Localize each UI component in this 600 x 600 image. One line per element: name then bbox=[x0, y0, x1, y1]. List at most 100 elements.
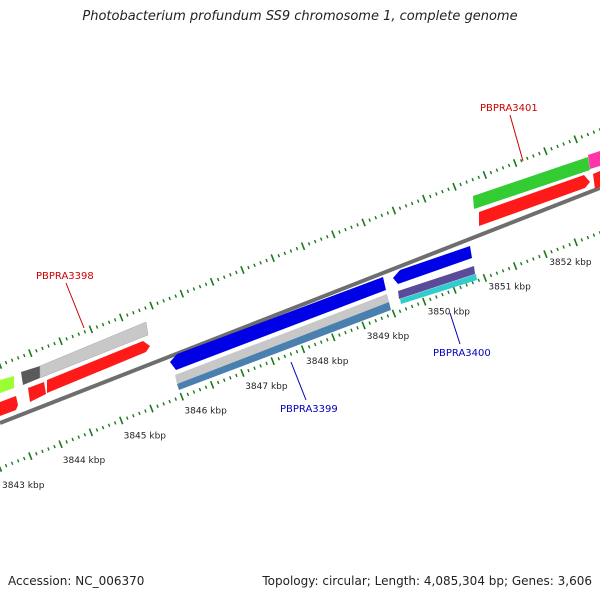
scale-tick bbox=[380, 316, 384, 321]
scale-tick bbox=[10, 461, 14, 465]
scale-tick bbox=[543, 147, 548, 156]
scale-tick bbox=[229, 375, 232, 380]
scale-tick bbox=[331, 333, 336, 342]
gene-feature-red[interactable] bbox=[28, 382, 46, 402]
scale-tick bbox=[441, 292, 444, 297]
gene-feature-red[interactable] bbox=[0, 396, 18, 416]
scale-tick bbox=[550, 147, 553, 151]
scale-tick bbox=[550, 250, 553, 254]
scale-tick bbox=[477, 278, 481, 283]
scale-tick bbox=[404, 307, 408, 311]
scale-tick bbox=[374, 215, 377, 220]
scale-tick bbox=[452, 182, 457, 191]
scale-tick bbox=[562, 245, 565, 249]
forward-features bbox=[0, 151, 600, 416]
scale-tick bbox=[23, 353, 26, 358]
scale-tick bbox=[501, 269, 505, 273]
scale-label: 3850 kbp bbox=[428, 307, 471, 317]
scale-tick bbox=[543, 250, 548, 259]
scale-tick bbox=[216, 277, 220, 282]
scale-tick bbox=[313, 239, 317, 244]
scale-tick bbox=[319, 340, 323, 344]
reverse-features bbox=[170, 246, 477, 390]
scale-tick bbox=[126, 416, 129, 420]
gene-feature-steel[interactable] bbox=[177, 302, 391, 390]
scale-tick bbox=[465, 180, 468, 184]
scale-tick bbox=[204, 282, 208, 286]
scale-tick bbox=[507, 266, 511, 271]
scale-tick bbox=[149, 301, 154, 310]
scale-tick bbox=[4, 463, 8, 468]
gene-callouts bbox=[65, 114, 524, 401]
scale-tick bbox=[300, 242, 306, 251]
scale-tick bbox=[289, 352, 293, 356]
scale-tick bbox=[28, 452, 33, 461]
scale-tick bbox=[235, 270, 238, 275]
gene-feature-blue-pbpra3400[interactable] bbox=[393, 246, 472, 284]
scale-labels: 3843 kbp 3844 kbp 3845 kbp 3846 kbp 3847 kbp… bbox=[2, 258, 592, 491]
callout-line-pbpra3398 bbox=[65, 282, 85, 329]
scale-tick bbox=[495, 168, 499, 172]
scale-tick bbox=[253, 366, 256, 370]
scale-tick bbox=[229, 272, 232, 277]
gene-feature-green-pbpra3401[interactable] bbox=[473, 157, 590, 209]
gene-label-pbpra3400[interactable]: PBPRA3400 bbox=[433, 348, 491, 359]
scale-tick bbox=[410, 201, 414, 206]
gene-feature-blue-pbpra3399[interactable] bbox=[170, 277, 386, 370]
scale-tick bbox=[459, 285, 462, 290]
scale-tick bbox=[277, 253, 281, 258]
scale-tick bbox=[338, 230, 341, 234]
scale-tick bbox=[489, 273, 493, 278]
scale-tick bbox=[119, 313, 124, 322]
gene-feature-red[interactable] bbox=[47, 341, 150, 393]
scale-tick bbox=[556, 247, 559, 252]
scale-tick bbox=[326, 234, 329, 239]
scale-tick bbox=[83, 432, 87, 437]
scale-tick bbox=[391, 206, 397, 215]
scale-tick bbox=[253, 263, 256, 267]
scale-tick bbox=[482, 170, 488, 179]
scale-tick bbox=[562, 142, 565, 146]
scale-tick bbox=[441, 189, 444, 194]
scale-tick bbox=[580, 238, 584, 242]
scale-tick bbox=[356, 223, 359, 227]
scale-tick bbox=[338, 333, 341, 337]
scale-tick bbox=[573, 135, 578, 144]
scale-tick bbox=[398, 309, 402, 313]
scale-tick bbox=[126, 313, 129, 317]
gene-feature-lime[interactable] bbox=[0, 376, 14, 393]
gene-feature-purple[interactable] bbox=[398, 266, 475, 299]
scale-tick bbox=[0, 465, 3, 473]
scale-tick bbox=[223, 378, 226, 382]
gene-feature-darkgray[interactable] bbox=[21, 366, 40, 385]
scale-tick bbox=[386, 314, 390, 318]
gene-feature-gray[interactable] bbox=[175, 294, 389, 384]
scale-tick bbox=[65, 337, 68, 341]
gene-feature-magenta[interactable] bbox=[588, 151, 600, 169]
scale-tick bbox=[71, 437, 74, 442]
gene-label-pbpra3401[interactable]: PBPRA3401 bbox=[480, 103, 538, 114]
scale-tick bbox=[223, 275, 226, 279]
scale-tick bbox=[156, 404, 159, 408]
scale-tick bbox=[295, 349, 299, 354]
scale-tick bbox=[313, 342, 317, 347]
gene-label-pbpra3399[interactable]: PBPRA3399 bbox=[280, 404, 338, 415]
gene-feature-red[interactable] bbox=[479, 175, 590, 226]
scale-tick bbox=[512, 159, 518, 168]
scale-tick bbox=[368, 218, 371, 222]
scale-tick bbox=[138, 308, 141, 313]
scale-tick bbox=[283, 354, 287, 359]
scale-tick bbox=[482, 273, 488, 282]
scale-tick bbox=[95, 325, 99, 329]
scale-tick bbox=[235, 373, 238, 378]
scale-tick bbox=[568, 139, 571, 144]
scale-tick bbox=[477, 175, 481, 180]
scale-tick bbox=[307, 345, 311, 349]
scale-tick bbox=[265, 258, 268, 263]
gene-feature-cyan[interactable] bbox=[400, 274, 477, 304]
gene-feature-gray-pbpra3398[interactable] bbox=[39, 321, 149, 379]
gene-feature-red[interactable] bbox=[593, 171, 600, 189]
gene-label-pbpra3398[interactable]: PBPRA3398 bbox=[36, 271, 94, 282]
scale-tick bbox=[247, 265, 250, 270]
